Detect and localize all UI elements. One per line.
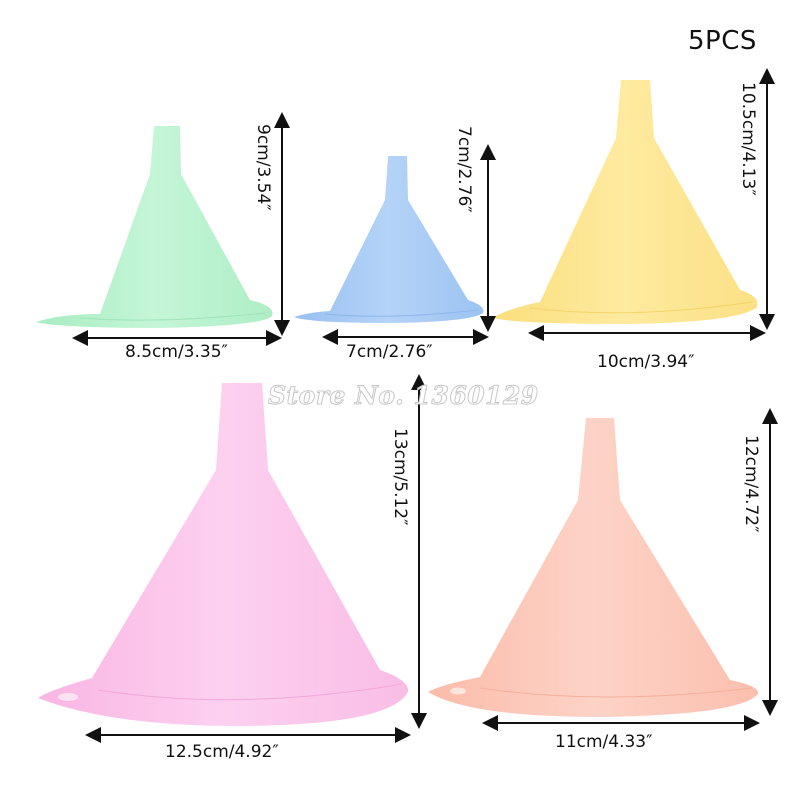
peach-width-label: 11cm/4.33″ — [555, 732, 653, 752]
peach-height-label: 12cm/4.72″ — [741, 435, 761, 533]
pink-height-label: 13cm/5.12″ — [390, 428, 410, 526]
funnel-yellow — [492, 80, 758, 324]
dimension-arrows — [72, 68, 778, 743]
blue-width-label: 7cm/2.76″ — [346, 342, 433, 362]
quantity-label: 5PCS — [688, 26, 757, 56]
store-watermark: Store No. 1360129 — [268, 381, 539, 411]
funnel-pink — [38, 383, 409, 726]
yellow-width-label: 10cm/3.94″ — [597, 352, 695, 372]
green-height-label: 9cm/3.54″ — [253, 124, 273, 211]
pink-width-label: 12.5cm/4.92″ — [165, 742, 279, 762]
funnel-peach — [428, 418, 759, 717]
funnel-green — [36, 126, 273, 328]
funnel-blue — [294, 156, 484, 323]
blue-height-label: 7cm/2.76″ — [454, 126, 474, 213]
yellow-height-label: 10.5cm/4.13″ — [738, 82, 758, 196]
green-width-label: 8.5cm/3.35″ — [125, 342, 228, 362]
